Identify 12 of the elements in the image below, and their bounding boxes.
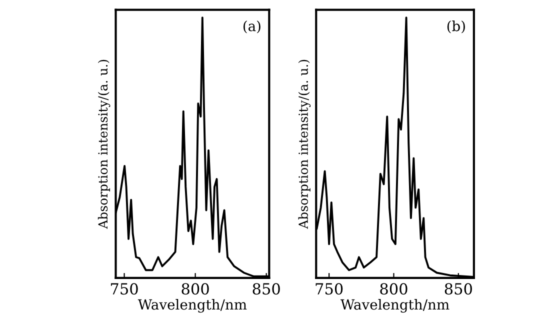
x-tick-label: 750 xyxy=(110,283,138,295)
y-axis-title: Absorption intensity/(a. u.) xyxy=(98,60,110,229)
annotation: (a) xyxy=(243,20,260,34)
x-tick-label: 850 xyxy=(252,283,280,295)
x-axis-title: Wavelength/nm xyxy=(340,298,450,313)
x-tick-label: 750 xyxy=(316,283,343,295)
x-tick-label: 800 xyxy=(380,283,408,295)
annotation: (b) xyxy=(447,20,465,34)
x-tick-label: 800 xyxy=(182,283,209,295)
y-axis-title: Absorption intensity/(a. u.) xyxy=(298,60,311,229)
x-tick-label: 850 xyxy=(444,283,472,295)
x-axis-title: Wavelength/nm xyxy=(138,298,247,313)
